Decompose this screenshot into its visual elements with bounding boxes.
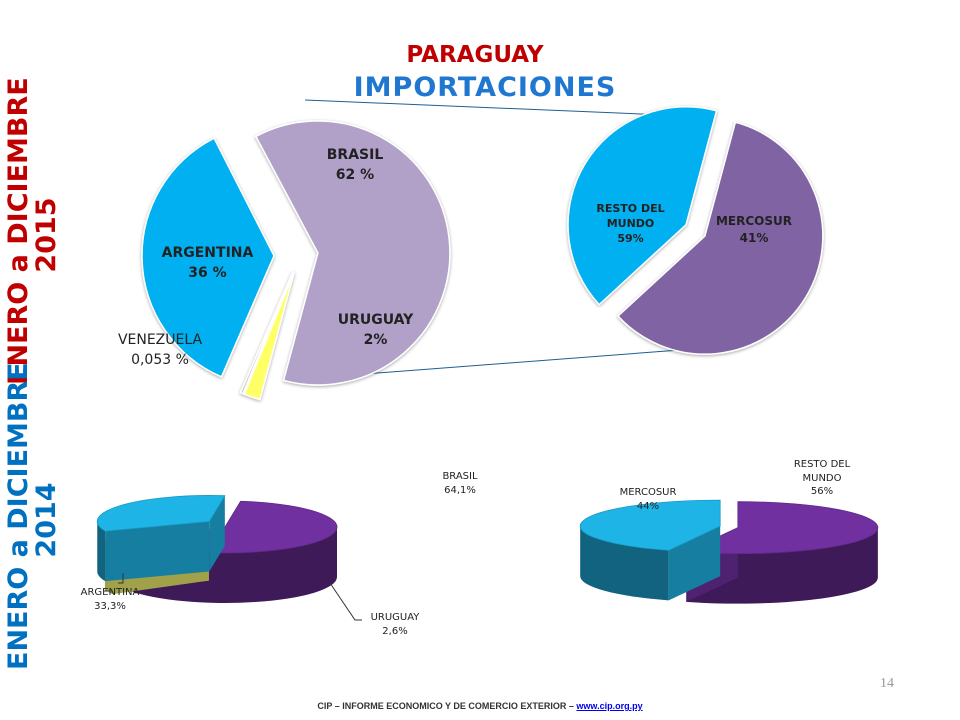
data-label-brasil-2015: BRASIL 62 % [326,147,384,184]
pie-2015-countries [141,120,451,401]
footer-text: CIP – INFORME ECONOMICO Y DE COMERCIO EX… [317,701,577,711]
pie-slice-uruguay-2015 [243,271,295,401]
pie-wall-argentina-2014 [97,495,225,582]
pie-slice-mercosur-2015 [567,106,718,306]
data-label-resto-2015: RESTO DEL MUNDO 59% [596,202,665,245]
pie-2015-mercosur [567,106,824,355]
leader-line-argentina-2014 [118,573,124,584]
period-label-2015: ENERO a DICIEMBRE 2015 [3,77,63,385]
data-label-uruguay-2015: URUGUAY 2% [337,312,414,349]
data-label-uruguay-2014: URUGUAY 2,6% [370,612,420,637]
pie-slice-venezuela-2015 [239,271,294,395]
connector-line-top [304,99,691,117]
data-label-brasil-2014: BRASIL 64,1% [442,471,478,496]
pie-slice-argentina-2014 [96,495,226,532]
pie-2014-countries [96,495,338,604]
footer: CIP – INFORME ECONOMICO Y DE COMERCIO EX… [0,701,960,711]
pie-slice-mercosur-2014 [579,499,721,551]
data-label-argentina-2015: ARGENTINA 36 % [161,245,254,282]
data-label-argentina-2014: ARGENTINA 33,3% [80,587,140,612]
data-label-mercosur-2015: MERCOSUR 41% [715,214,792,246]
pie-slice-brasil-2015 [254,120,451,386]
data-label-mercosur-2014: MERCOSUR 44% [619,487,677,512]
connector-line-bottom [324,349,681,378]
chart-title: IMPORTACIONES [353,72,617,103]
footer-link[interactable]: www.cip.org.py [576,701,643,711]
data-label-venezuela-2015: VENEZUELA 0,053 % [117,332,203,369]
pie-2014-mercosur [579,499,879,604]
data-label-resto-2014: RESTO DEL MUNDO 56% [793,459,851,497]
pie-slice-resto-del-mundo-2014 [684,501,879,555]
pie-slice-resto-del-mundo-2015 [616,121,824,355]
country-title: PARAGUAY [406,42,544,68]
page-number: 14 [880,676,894,691]
leader-line-uruguay-2014 [329,582,362,621]
period-label-2014: ENERO a DICIEMBRE 2014 [3,362,63,670]
pie-slice-argentina-2015 [141,137,275,378]
